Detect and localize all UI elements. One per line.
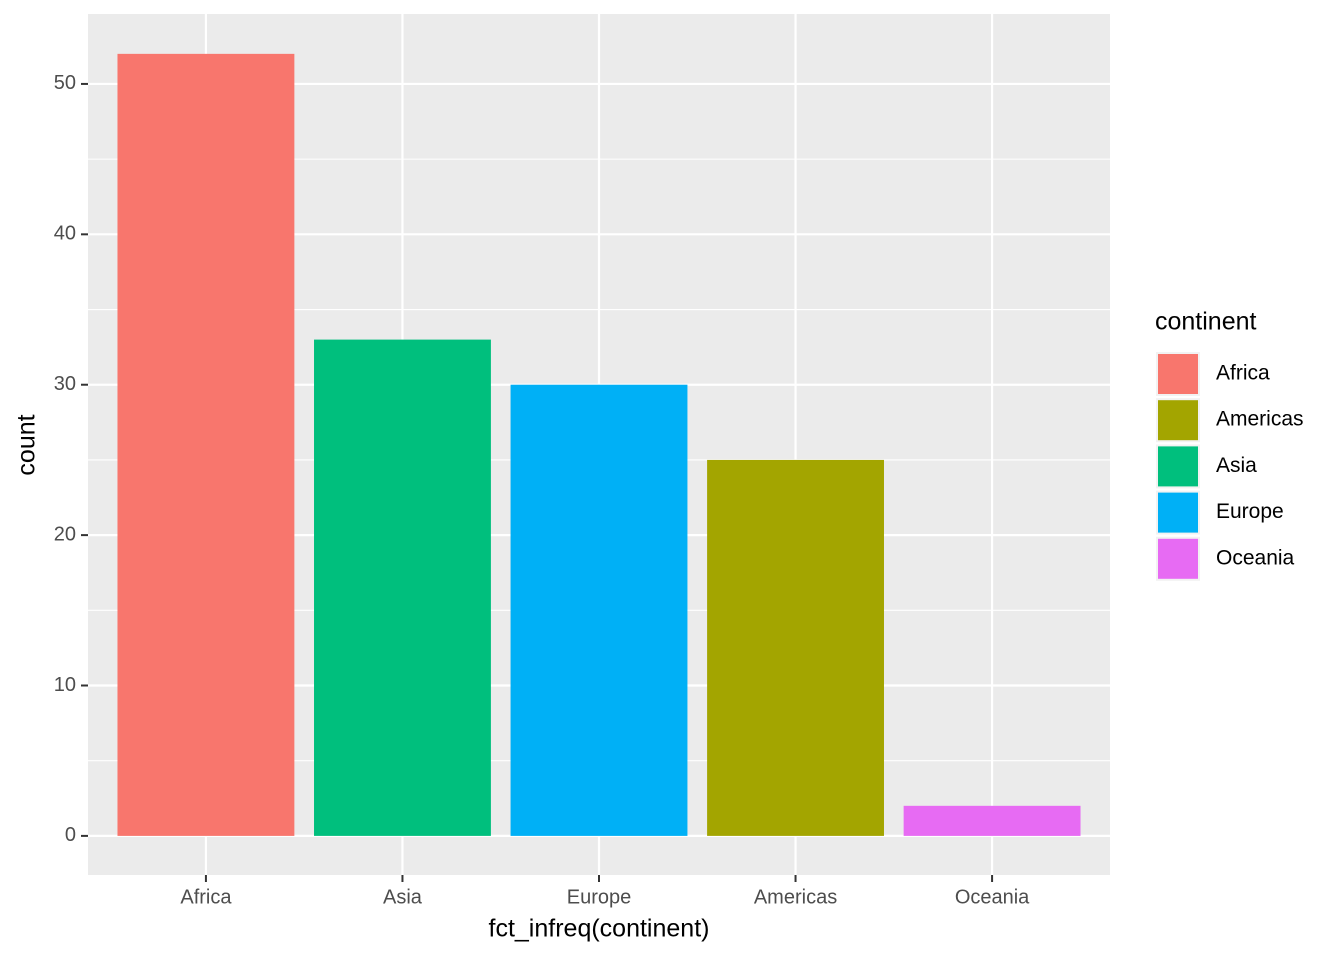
y-axis-title: count <box>13 414 41 475</box>
legend-label: Americas <box>1216 408 1304 431</box>
bar <box>903 805 1081 836</box>
legend-label: Europe <box>1216 500 1284 523</box>
legend-swatch <box>1158 400 1198 441</box>
y-tick-label: 10 <box>54 674 76 696</box>
legend-label: Africa <box>1216 362 1270 385</box>
bar <box>707 459 884 836</box>
legend-swatch <box>1158 538 1198 579</box>
y-tick-label: 40 <box>54 223 76 245</box>
x-tick-label: Africa <box>180 886 232 908</box>
x-tick-label: Americas <box>754 886 837 908</box>
y-tick-label: 20 <box>54 523 76 545</box>
x-axis-title: fct_infreq(continent) <box>489 915 710 943</box>
bar <box>314 339 491 836</box>
legend-label: Asia <box>1216 454 1257 477</box>
legend-swatch <box>1158 354 1198 394</box>
legend-swatch <box>1158 492 1198 533</box>
legend-title: continent <box>1155 308 1257 336</box>
x-tick-label: Europe <box>567 886 632 908</box>
x-tick-label: Oceania <box>955 886 1030 908</box>
bar <box>117 53 295 836</box>
y-tick-label: 50 <box>54 72 76 94</box>
legend-label: Oceania <box>1216 546 1295 569</box>
x-tick-label: Asia <box>383 886 423 908</box>
legend-swatch <box>1158 446 1198 487</box>
y-tick-label: 30 <box>54 373 76 395</box>
y-tick-label: 0 <box>65 824 76 846</box>
bar <box>510 384 688 836</box>
